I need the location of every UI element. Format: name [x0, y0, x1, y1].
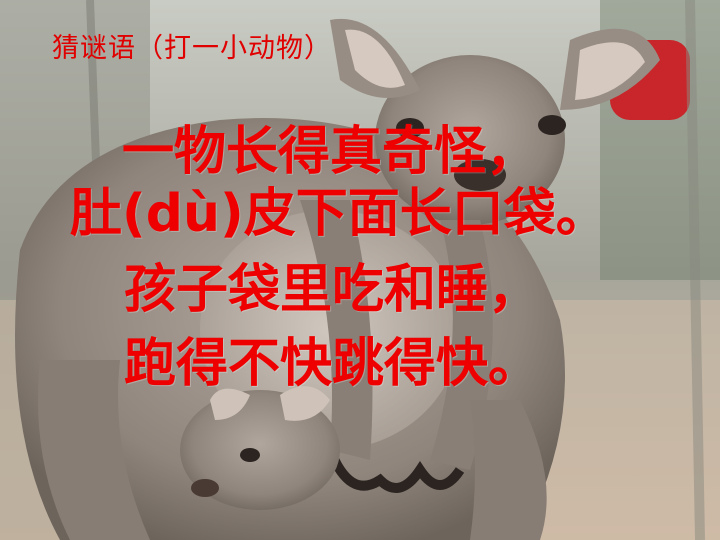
riddle-line-1: 一物长得真奇怪，: [122, 122, 539, 182]
riddle-line-4: 跑得不快跳得快。: [124, 334, 541, 394]
riddle-line-2: 肚(dù)皮下面长口袋。: [70, 184, 608, 244]
slide-title: 猜谜语（打一小动物）: [52, 33, 332, 64]
riddle-line-3: 孩子袋里吃和睡，: [124, 260, 541, 320]
